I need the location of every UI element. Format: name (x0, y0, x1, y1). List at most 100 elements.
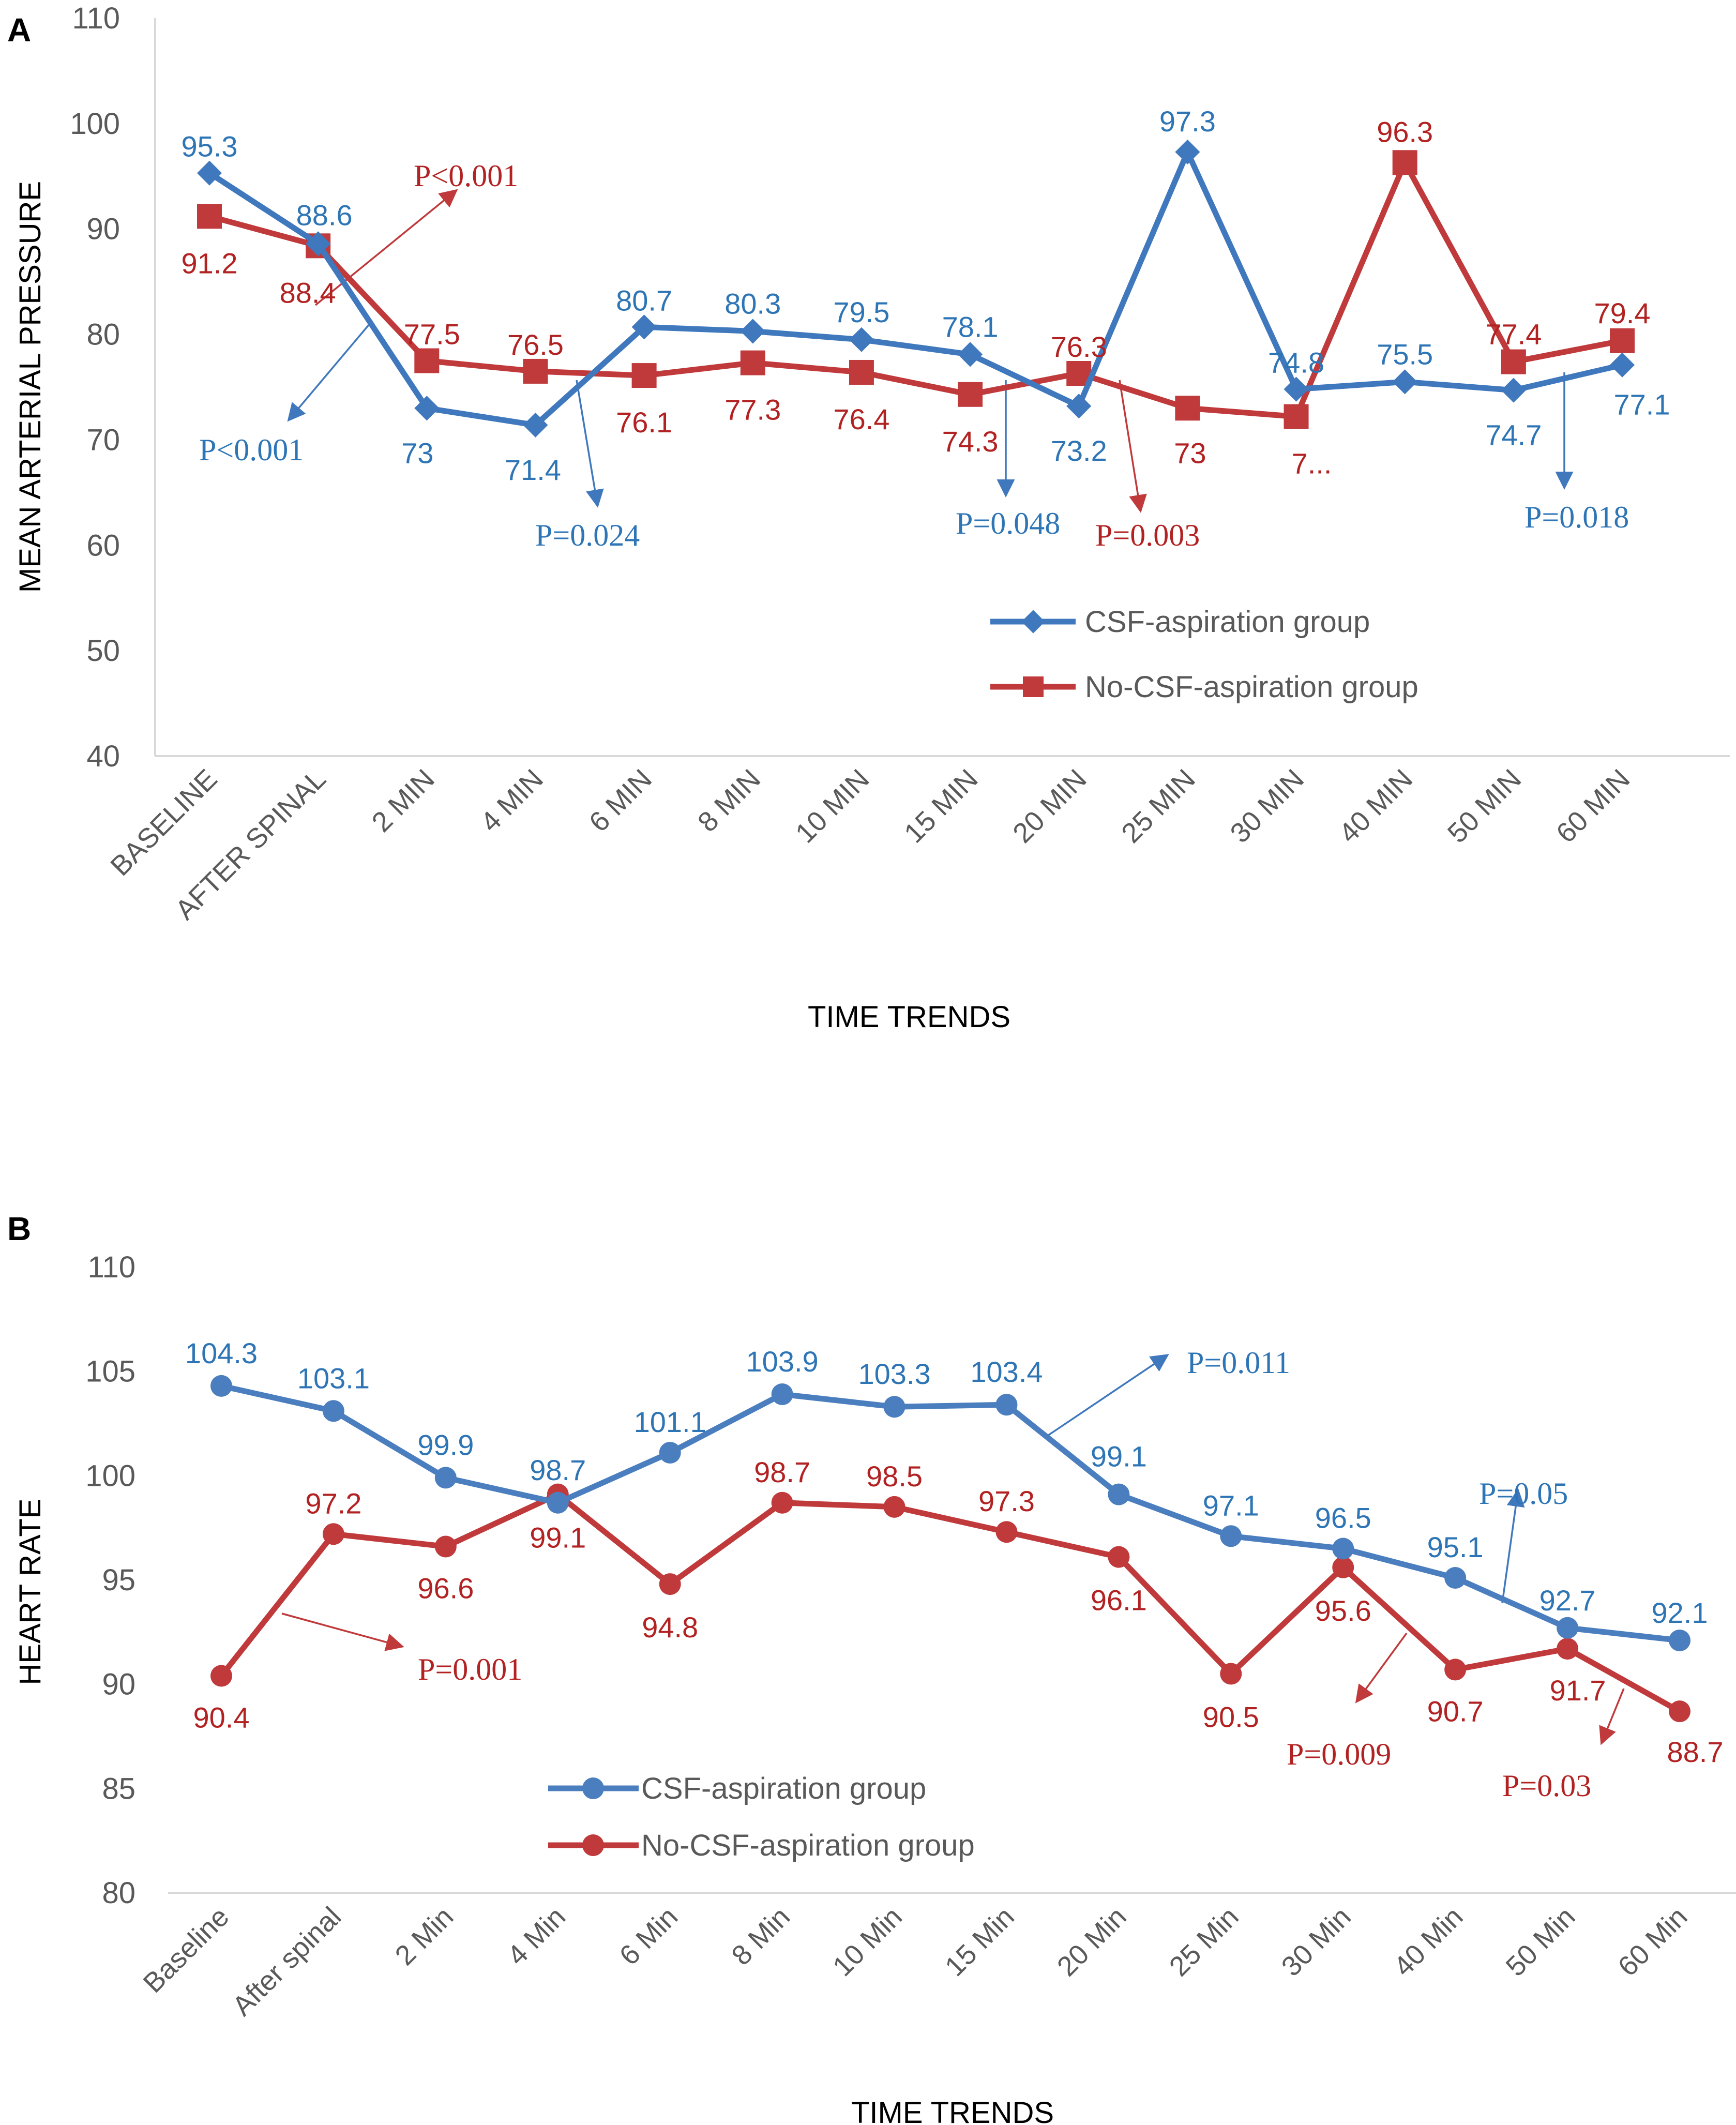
a-point-nocsf (631, 363, 657, 388)
b-pvalue-50min: P=0.05 (1479, 1476, 1568, 1511)
b-data-label-nocsf: 98.7 (754, 1456, 810, 1488)
b-point-nocsf (771, 1491, 793, 1514)
a-x-category-label: 4 MIN (475, 763, 549, 838)
b-point-csf (1444, 1566, 1467, 1589)
b-point-csf (995, 1394, 1018, 1416)
b-legend-circle-icon-nocsf (582, 1834, 604, 1856)
a-data-label-csf: 95.3 (182, 130, 238, 163)
b-point-csf (1220, 1525, 1242, 1547)
a-data-label-nocsf: 76.3 (1051, 330, 1107, 363)
a-point-nocsf (849, 359, 874, 385)
b-y-tick-label: 90 (102, 1668, 135, 1701)
b-point-csf (1332, 1538, 1354, 1560)
b-series-line-nocsf (218, 1491, 1683, 1714)
b-y-axis-ticks: 80 85 90 95 100 105 110 (85, 1250, 135, 1910)
b-point-csf (1669, 1629, 1690, 1651)
a-point-nocsf (523, 358, 548, 384)
b-x-category-label: 40 Min (1388, 1901, 1469, 1982)
a-data-label-csf: 80.3 (724, 287, 781, 320)
a-point-csf (958, 342, 983, 367)
b-point-nocsf (210, 1665, 232, 1687)
a-point-csf (306, 231, 331, 257)
b-point-csf (771, 1383, 793, 1406)
b-data-label-csf: 96.5 (1315, 1502, 1371, 1534)
b-y-tick-label: 110 (88, 1250, 135, 1284)
a-y-axis-ticks: 40 50 60 70 80 90 100 110 (70, 2, 120, 773)
a-x-category-label: 10 MIN (790, 763, 875, 849)
a-y-tick-label: 50 (86, 634, 120, 668)
b-y-tick-label: 100 (85, 1459, 135, 1493)
b-point-nocsf (1332, 1556, 1354, 1578)
a-x-category-label: 25 MIN (1115, 763, 1201, 849)
a-data-label-csf: 74.7 (1485, 419, 1542, 451)
b-x-category-label: After spinal (227, 1901, 347, 2022)
a-legend-label-csf: CSF-aspiration group (1085, 605, 1370, 639)
b-data-label-nocsf: 98.5 (866, 1460, 923, 1493)
a-point-csf (1609, 352, 1635, 378)
b-data-label-nocsf: 99.1 (530, 1521, 586, 1554)
b-legend-circle-icon-csf (582, 1777, 604, 1799)
a-data-label-nocsf: 88.4 (280, 276, 336, 309)
a-x-category-label: 2 MIN (366, 763, 441, 838)
a-pvalue-after-spinal-blue: P<0.001 (199, 433, 304, 467)
a-series-line-csf (206, 149, 1625, 428)
b-point-nocsf (1444, 1659, 1467, 1681)
b-data-label-csf: 97.1 (1203, 1489, 1259, 1521)
b-arrow-baseline (281, 1612, 404, 1651)
b-point-csf (883, 1396, 905, 1418)
a-point-csf (1175, 139, 1200, 164)
b-x-category-label: 60 Min (1612, 1901, 1693, 1982)
b-data-label-csf: 104.3 (185, 1337, 258, 1369)
b-data-label-csf: 103.9 (746, 1345, 819, 1378)
a-data-label-nocsf: 73 (1174, 436, 1206, 469)
a-data-label-nocsf: 96.3 (1377, 115, 1433, 148)
b-point-nocsf (659, 1573, 681, 1595)
a-data-label-csf: 73 (401, 436, 433, 469)
a-series-line-nocsf (206, 159, 1625, 420)
a-pvalue-4min: P=0.024 (535, 518, 640, 552)
a-data-label-csf: 97.3 (1159, 105, 1216, 138)
b-point-nocsf (1220, 1663, 1242, 1685)
b-x-category-label: 50 Min (1500, 1901, 1581, 1982)
b-y-tick-label: 95 (102, 1563, 135, 1597)
b-y-tick-label: 105 (85, 1355, 135, 1389)
b-data-label-csf: 92.7 (1539, 1584, 1596, 1617)
panel-b-letter: B (7, 1210, 31, 1247)
a-data-label-csf: 80.7 (616, 284, 672, 317)
b-x-category-label: 15 Min (939, 1901, 1020, 1982)
b-x-category-label: 4 Min (501, 1901, 571, 1971)
a-legend-label-nocsf: No-CSF-aspiration group (1085, 670, 1418, 704)
b-data-label-csf: 101.1 (634, 1406, 706, 1438)
a-y-tick-label: 40 (86, 740, 120, 773)
b-point-nocsf (1108, 1546, 1130, 1568)
a-point-nocsf (740, 350, 765, 375)
b-pvalue-baseline: P=0.001 (418, 1652, 522, 1686)
b-pvalue-annotations: P=0.011 P=0.05 P=0.001 P=0.009 P=0.03 (281, 1346, 1625, 1803)
a-data-label-csf: 73.2 (1051, 434, 1107, 467)
a-point-csf (1284, 376, 1309, 402)
b-point-csf (1108, 1483, 1130, 1505)
a-y-tick-label: 80 (86, 318, 120, 352)
a-point-csf (1066, 394, 1092, 419)
b-data-label-nocsf: 95.6 (1315, 1594, 1371, 1627)
a-x-category-label: 8 MIN (692, 763, 766, 838)
a-x-category-label: 30 MIN (1225, 763, 1310, 849)
b-point-csf (210, 1375, 232, 1397)
b-point-csf (322, 1400, 344, 1422)
b-x-category-label: Baseline (138, 1901, 235, 1999)
a-series (197, 139, 1635, 438)
b-x-category-label: 2 Min (389, 1901, 460, 1971)
a-x-category-label: 60 MIN (1550, 763, 1636, 849)
a-point-nocsf (958, 382, 983, 407)
b-x-axis-title: TIME TRENDS (851, 2096, 1054, 2125)
b-data-label-nocsf: 90.4 (193, 1701, 250, 1734)
a-x-category-label: 40 MIN (1333, 763, 1419, 849)
b-point-csf (659, 1441, 681, 1464)
a-data-label-nocsf: 77.4 (1485, 318, 1542, 351)
b-legend-label-nocsf: No-CSF-aspiration group (641, 1829, 975, 1862)
b-data-label-csf: 103.4 (970, 1355, 1043, 1388)
a-pvalue-20min-red: P=0.003 (1095, 518, 1200, 552)
a-x-category-label: 50 MIN (1442, 763, 1528, 849)
